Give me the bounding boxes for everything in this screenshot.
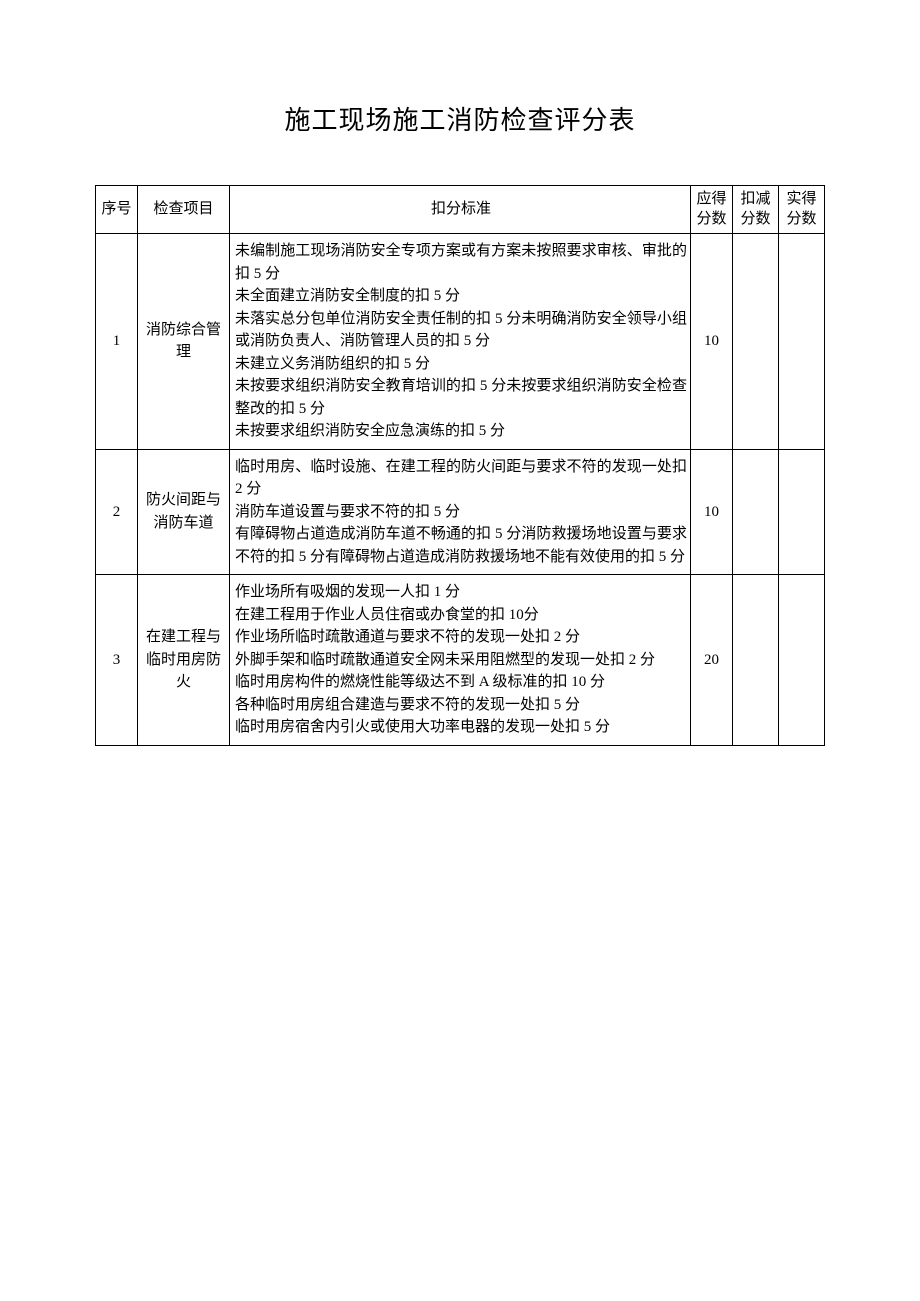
- table-row: 1 消防综合管理 未编制施工现场消防安全专项方案或有方案未按照要求审核、审批的扣…: [96, 234, 825, 450]
- cell-criteria: 作业场所有吸烟的发现一人扣 1 分在建工程用于作业人员住宿或办食堂的扣 10分作…: [230, 575, 691, 746]
- page-title: 施工现场施工消防检查评分表: [95, 100, 825, 137]
- cell-item: 在建工程与临时用房防火: [138, 575, 230, 746]
- header-item: 检查项目: [138, 186, 230, 234]
- header-deduct: 扣减分数: [733, 186, 779, 234]
- cell-item: 防火间距与消防车道: [138, 449, 230, 575]
- cell-max-score: 10: [691, 449, 733, 575]
- cell-deduct: [733, 575, 779, 746]
- cell-seq: 3: [96, 575, 138, 746]
- cell-seq: 2: [96, 449, 138, 575]
- cell-item: 消防综合管理: [138, 234, 230, 450]
- cell-max-score: 10: [691, 234, 733, 450]
- header-criteria: 扣分标准: [230, 186, 691, 234]
- cell-actual: [779, 575, 825, 746]
- cell-criteria: 未编制施工现场消防安全专项方案或有方案未按照要求审核、审批的扣 5 分未全面建立…: [230, 234, 691, 450]
- table-row: 3 在建工程与临时用房防火 作业场所有吸烟的发现一人扣 1 分在建工程用于作业人…: [96, 575, 825, 746]
- table-header-row: 序号 检查项目 扣分标准 应得分数 扣减分数 实得分数: [96, 186, 825, 234]
- cell-seq: 1: [96, 234, 138, 450]
- inspection-table: 序号 检查项目 扣分标准 应得分数 扣减分数 实得分数 1 消防综合管理 未编制…: [95, 185, 825, 746]
- header-max-score: 应得分数: [691, 186, 733, 234]
- cell-criteria: 临时用房、临时设施、在建工程的防火间距与要求不符的发现一处扣 2 分消防车道设置…: [230, 449, 691, 575]
- cell-deduct: [733, 234, 779, 450]
- cell-max-score: 20: [691, 575, 733, 746]
- cell-deduct: [733, 449, 779, 575]
- cell-actual: [779, 234, 825, 450]
- table-row: 2 防火间距与消防车道 临时用房、临时设施、在建工程的防火间距与要求不符的发现一…: [96, 449, 825, 575]
- header-seq: 序号: [96, 186, 138, 234]
- header-actual: 实得分数: [779, 186, 825, 234]
- table-body: 1 消防综合管理 未编制施工现场消防安全专项方案或有方案未按照要求审核、审批的扣…: [96, 234, 825, 746]
- cell-actual: [779, 449, 825, 575]
